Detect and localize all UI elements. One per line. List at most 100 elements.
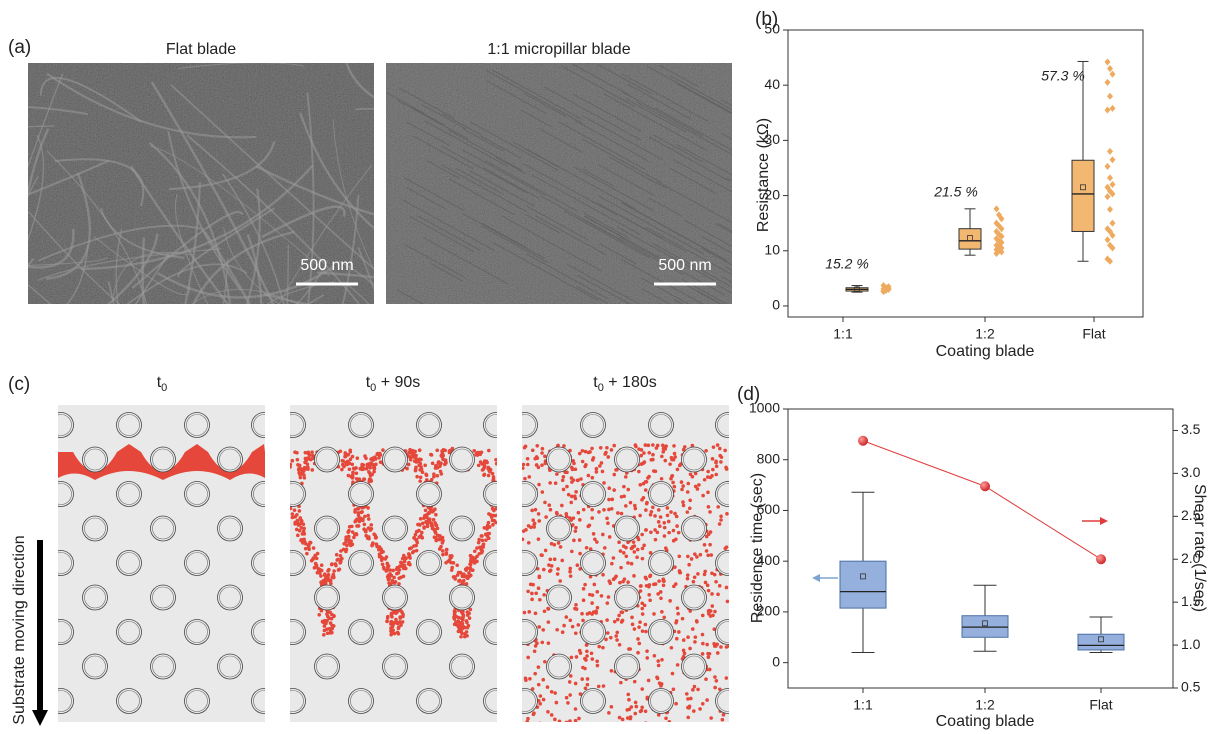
particle	[409, 456, 413, 460]
simulation-frame	[281, 405, 509, 734]
y2-tick-label: 3.0	[1181, 464, 1201, 480]
particle	[620, 610, 624, 614]
pillar	[185, 620, 210, 645]
particle	[491, 523, 495, 527]
y-axis-title: Residence time (sec)	[749, 473, 766, 623]
particle	[706, 584, 710, 588]
particle	[713, 573, 717, 577]
particle	[612, 444, 616, 448]
pillar	[484, 413, 509, 438]
particle	[642, 482, 646, 486]
particle	[624, 554, 628, 558]
particle	[659, 590, 663, 594]
data-point	[1110, 71, 1116, 78]
pillar	[383, 723, 408, 734]
particle	[622, 485, 626, 489]
particle	[457, 579, 461, 583]
particle	[708, 609, 712, 613]
particle	[635, 705, 639, 709]
particle	[433, 521, 437, 525]
particle	[367, 462, 371, 466]
annotation: 15.2 %	[825, 256, 869, 272]
pillar	[417, 620, 442, 645]
particle	[561, 479, 565, 483]
particle	[709, 553, 713, 557]
particle	[726, 600, 730, 604]
pillar	[450, 654, 475, 679]
box	[840, 561, 886, 608]
particle	[620, 512, 624, 516]
data-point	[1105, 236, 1111, 243]
particle	[639, 584, 643, 588]
particle	[491, 519, 495, 523]
particle	[577, 511, 581, 515]
particle	[714, 473, 718, 477]
particle	[407, 552, 411, 556]
particle	[627, 698, 631, 702]
particle	[645, 502, 649, 506]
particle	[565, 485, 569, 489]
particle	[719, 518, 723, 522]
particle	[422, 526, 426, 530]
particle	[619, 566, 623, 570]
particle	[568, 693, 572, 697]
particle	[640, 498, 644, 502]
particle	[443, 463, 447, 467]
particle	[706, 470, 710, 474]
particle	[648, 583, 652, 587]
pillar-ring	[617, 725, 638, 734]
particle	[676, 468, 680, 472]
particle	[558, 579, 562, 583]
particle	[696, 572, 700, 576]
particle	[348, 467, 352, 471]
particle	[387, 574, 391, 578]
particle	[718, 454, 722, 458]
particle	[351, 471, 355, 475]
particle	[695, 555, 699, 559]
y-tick-label: 200	[757, 603, 781, 619]
particle	[293, 508, 297, 512]
particle	[293, 515, 297, 519]
particle	[613, 620, 617, 624]
particle	[540, 451, 544, 455]
particle	[588, 593, 592, 597]
particle	[674, 621, 678, 625]
particle	[654, 582, 658, 586]
y2-tick-label: 0.5	[1181, 679, 1201, 695]
particle	[298, 464, 302, 468]
particle	[630, 547, 634, 551]
particle	[644, 508, 648, 512]
particle	[438, 537, 442, 541]
particle	[339, 449, 343, 453]
particle	[617, 540, 621, 544]
particle	[411, 551, 415, 555]
particle	[540, 463, 544, 467]
particle	[385, 619, 389, 623]
particle	[549, 568, 553, 572]
particle	[374, 462, 378, 466]
particle	[349, 543, 353, 547]
particle	[725, 676, 729, 680]
particle	[371, 456, 375, 460]
particle	[640, 462, 644, 466]
y2-tick-label: 2.5	[1181, 507, 1201, 523]
particle	[607, 595, 611, 599]
pillar	[383, 447, 408, 472]
pillar	[450, 516, 475, 541]
pillar	[450, 447, 475, 472]
particle	[693, 685, 697, 689]
data-point	[1107, 65, 1113, 72]
pillar	[513, 413, 538, 438]
particle	[430, 478, 434, 482]
particle	[393, 632, 397, 636]
particle	[612, 556, 616, 560]
pillar	[281, 482, 306, 507]
particle	[688, 647, 692, 651]
particle	[531, 518, 535, 522]
particle	[645, 649, 649, 653]
particle	[567, 493, 571, 497]
particle	[590, 657, 594, 661]
particle	[303, 476, 307, 480]
particle	[424, 514, 428, 518]
particle	[590, 447, 594, 451]
